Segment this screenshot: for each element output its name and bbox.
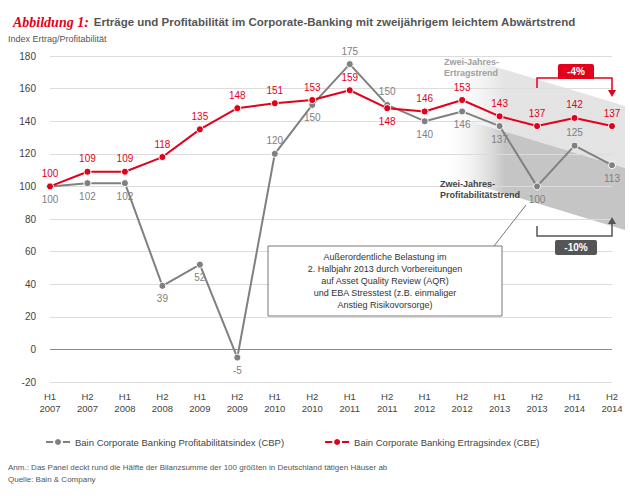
svg-text:125: 125 bbox=[566, 127, 583, 138]
svg-text:60: 60 bbox=[25, 246, 37, 257]
svg-text:H2: H2 bbox=[606, 391, 618, 402]
svg-text:Zwei-Jahres-: Zwei-Jahres- bbox=[444, 57, 499, 67]
svg-text:109: 109 bbox=[117, 153, 134, 164]
svg-text:-10%: -10% bbox=[564, 242, 587, 253]
svg-text:137: 137 bbox=[604, 108, 621, 119]
svg-text:150: 150 bbox=[379, 86, 396, 97]
svg-text:2012: 2012 bbox=[414, 403, 435, 414]
svg-text:H1: H1 bbox=[269, 391, 281, 402]
svg-text:102: 102 bbox=[79, 191, 96, 202]
svg-text:H1: H1 bbox=[119, 391, 131, 402]
svg-text:150: 150 bbox=[304, 112, 321, 123]
svg-text:H2: H2 bbox=[381, 391, 393, 402]
svg-text:146: 146 bbox=[416, 93, 433, 104]
svg-text:148: 148 bbox=[379, 116, 396, 127]
svg-text:142: 142 bbox=[566, 99, 583, 110]
svg-text:39: 39 bbox=[157, 293, 169, 304]
svg-text:180: 180 bbox=[19, 51, 36, 62]
svg-text:Zwei-Jahres-: Zwei-Jahres- bbox=[440, 179, 495, 189]
svg-text:H1: H1 bbox=[344, 391, 356, 402]
svg-text:2009: 2009 bbox=[189, 403, 210, 414]
svg-text:-5: -5 bbox=[233, 365, 242, 376]
svg-text:0: 0 bbox=[30, 344, 36, 355]
svg-text:Index Ertrag/Profitabilität: Index Ertrag/Profitabilität bbox=[8, 34, 107, 44]
svg-text:H1: H1 bbox=[568, 391, 580, 402]
svg-text:auf Asset Quality Review (AQR): auf Asset Quality Review (AQR) bbox=[321, 276, 449, 286]
svg-text:2011: 2011 bbox=[377, 403, 397, 414]
svg-text:100: 100 bbox=[529, 194, 546, 205]
svg-text:2014: 2014 bbox=[601, 403, 622, 414]
svg-text:100: 100 bbox=[19, 181, 36, 192]
svg-text:148: 148 bbox=[229, 90, 246, 101]
svg-text:80: 80 bbox=[25, 214, 37, 225]
svg-text:Anm.: Das Panel deckt rund die: Anm.: Das Panel deckt rund die Hälfte de… bbox=[8, 463, 388, 472]
svg-text:2009: 2009 bbox=[227, 403, 248, 414]
svg-text:-20: -20 bbox=[22, 377, 37, 388]
svg-text:2013: 2013 bbox=[489, 403, 510, 414]
svg-text:2010: 2010 bbox=[264, 403, 285, 414]
svg-text:Abbildung 1:: Abbildung 1: bbox=[12, 15, 89, 30]
svg-text:2013: 2013 bbox=[526, 403, 547, 414]
svg-text:H2: H2 bbox=[231, 391, 243, 402]
svg-text:H2: H2 bbox=[456, 391, 468, 402]
svg-text:109: 109 bbox=[79, 153, 96, 164]
svg-text:H1: H1 bbox=[44, 391, 56, 402]
svg-text:Anstieg Risikovorsorge): Anstieg Risikovorsorge) bbox=[337, 300, 432, 310]
svg-text:2014: 2014 bbox=[564, 403, 585, 414]
svg-text:135: 135 bbox=[192, 111, 209, 122]
svg-text:Bain Corporate Banking Ertrags: Bain Corporate Banking Ertragsindex (CBE… bbox=[354, 437, 539, 448]
svg-text:-4%: -4% bbox=[567, 66, 585, 77]
svg-text:H1: H1 bbox=[494, 391, 506, 402]
svg-text:Bain Corporate Banking Profita: Bain Corporate Banking Profitabilitätsin… bbox=[75, 437, 284, 448]
svg-text:151: 151 bbox=[266, 85, 283, 96]
svg-text:Ertragstrend: Ertragstrend bbox=[444, 68, 498, 78]
svg-text:143: 143 bbox=[491, 98, 508, 109]
svg-text:H2: H2 bbox=[81, 391, 93, 402]
svg-text:140: 140 bbox=[416, 129, 433, 140]
svg-text:159: 159 bbox=[341, 72, 358, 83]
svg-text:Quelle: Bain & Company: Quelle: Bain & Company bbox=[8, 475, 96, 484]
svg-text:2010: 2010 bbox=[302, 403, 323, 414]
svg-text:160: 160 bbox=[19, 83, 36, 94]
svg-text:H1: H1 bbox=[419, 391, 431, 402]
svg-text:2. Halbjahr 2013 durch Vorbere: 2. Halbjahr 2013 durch Vorbereitungen bbox=[308, 264, 463, 274]
svg-text:146: 146 bbox=[454, 119, 471, 130]
svg-text:Profitabilitätstrend: Profitabilitätstrend bbox=[440, 190, 520, 200]
svg-text:H2: H2 bbox=[156, 391, 168, 402]
svg-text:100: 100 bbox=[42, 168, 59, 179]
svg-text:120: 120 bbox=[19, 148, 36, 159]
svg-text:2008: 2008 bbox=[152, 403, 173, 414]
svg-text:2012: 2012 bbox=[452, 403, 473, 414]
svg-text:175: 175 bbox=[341, 46, 358, 57]
svg-text:40: 40 bbox=[25, 279, 37, 290]
svg-text:H2: H2 bbox=[306, 391, 318, 402]
svg-text:153: 153 bbox=[304, 82, 321, 93]
svg-text:113: 113 bbox=[604, 173, 620, 184]
svg-text:137: 137 bbox=[529, 108, 546, 119]
svg-text:2008: 2008 bbox=[114, 403, 135, 414]
svg-text:102: 102 bbox=[117, 191, 134, 202]
svg-text:und EBA Stresstest (z.B. einma: und EBA Stresstest (z.B. einmaliger bbox=[314, 288, 457, 298]
svg-text:120: 120 bbox=[266, 135, 283, 146]
svg-text:H1: H1 bbox=[194, 391, 206, 402]
svg-text:Erträge und Profitabilität im: Erträge und Profitabilität im Corporate-… bbox=[94, 16, 575, 28]
svg-text:153: 153 bbox=[454, 82, 471, 93]
svg-text:140: 140 bbox=[19, 116, 36, 127]
svg-text:Außerordentliche Belastung im: Außerordentliche Belastung im bbox=[323, 252, 446, 262]
svg-text:H2: H2 bbox=[531, 391, 543, 402]
svg-text:118: 118 bbox=[154, 139, 170, 150]
svg-text:2007: 2007 bbox=[39, 403, 60, 414]
svg-text:52: 52 bbox=[194, 272, 206, 283]
svg-text:100: 100 bbox=[42, 194, 59, 205]
svg-text:2007: 2007 bbox=[77, 403, 98, 414]
svg-text:2011: 2011 bbox=[340, 403, 360, 414]
svg-text:137: 137 bbox=[491, 134, 508, 145]
svg-text:20: 20 bbox=[25, 311, 37, 322]
